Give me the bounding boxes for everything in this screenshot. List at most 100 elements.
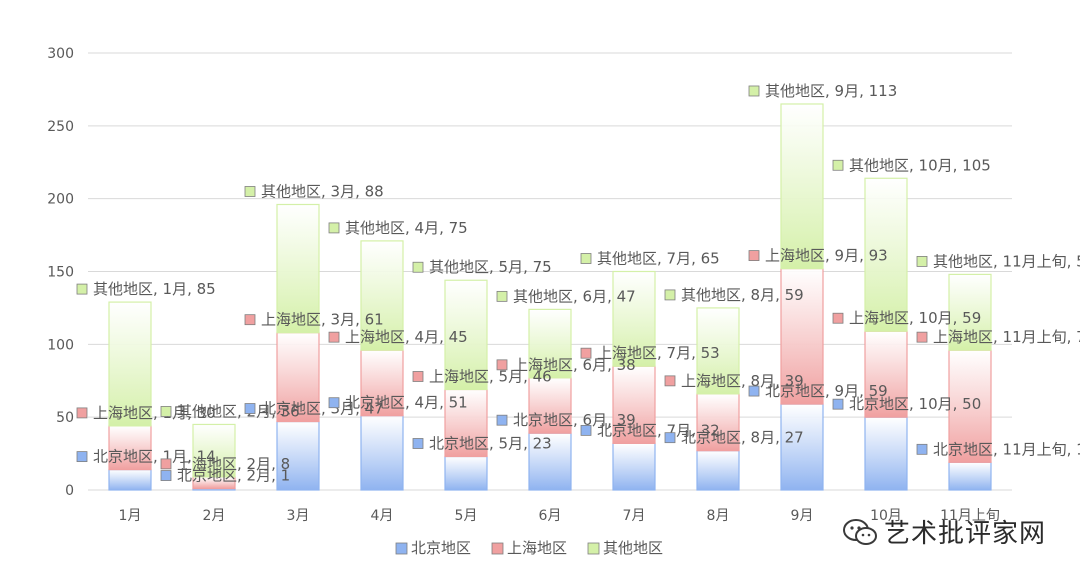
data-label: 其他地区, 1月, 85 (93, 280, 216, 298)
bar-segment (444, 455, 488, 491)
data-label-marker (160, 470, 172, 481)
x-tick-label: 4月 (371, 508, 394, 524)
y-tick-label: 250 (47, 119, 74, 135)
legend-label: 上海地区 (507, 539, 567, 557)
x-tick-label: 10月 (870, 508, 902, 524)
data-label-marker (160, 406, 172, 417)
data-label-marker (832, 398, 844, 410)
watermark: 艺术批评家网 (842, 513, 1046, 550)
data-label-marker (496, 359, 508, 371)
x-tick-label: 7月 (623, 508, 646, 524)
bar-segment (696, 393, 740, 452)
bar-segment (528, 432, 572, 491)
bar-segment (192, 423, 236, 478)
x-tick-label: 1月 (119, 508, 142, 524)
bar-segment (612, 270, 656, 367)
data-label: 其他地区, 2月, 36 (177, 402, 300, 420)
bar-segment (780, 267, 824, 405)
x-tick-label: 8月 (707, 508, 730, 524)
data-label: 北京地区, 1月, 14 (93, 448, 216, 466)
bar-segment (864, 416, 908, 491)
bar-segment (612, 442, 656, 491)
data-label: 北京地区, 5月, 23 (429, 434, 552, 452)
y-tick-label: 200 (47, 192, 74, 208)
data-label-marker (244, 314, 256, 326)
wechat-icon (842, 518, 877, 545)
data-label-marker (244, 403, 256, 414)
y-tick-label: 0 (65, 483, 74, 499)
data-label: 其他地区, 3月, 88 (261, 182, 384, 200)
data-label-marker (496, 290, 508, 302)
data-label-marker (664, 432, 676, 444)
data-label: 北京地区, 2月, 1 (177, 467, 290, 485)
data-label: 其他地区, 11月上旬, 52 (933, 252, 1080, 270)
data-label-marker (412, 438, 424, 449)
data-label-marker (76, 407, 88, 419)
data-label-marker (748, 85, 760, 97)
bar-segment (276, 203, 320, 334)
bar-segment (444, 279, 488, 391)
data-label: 上海地区, 7月, 53 (597, 344, 720, 362)
data-label-marker (76, 451, 88, 463)
bar-segment (612, 365, 656, 444)
data-label-marker (748, 385, 760, 397)
data-label-marker (328, 331, 340, 343)
data-label-marker (916, 443, 928, 455)
data-label-marker (160, 458, 172, 470)
data-label-marker (748, 250, 760, 261)
y-tick-label: 50 (56, 410, 74, 426)
bar-segment (528, 377, 572, 434)
data-label-marker (328, 397, 340, 409)
data-label: 其他地区, 4月, 75 (345, 219, 468, 237)
data-label-marker (412, 371, 424, 382)
data-label: 上海地区, 8月, 39 (681, 372, 804, 390)
data-label: 上海地区, 1月, 30 (93, 404, 216, 422)
bars (108, 103, 992, 491)
bar-segment (696, 450, 740, 491)
data-label: 上海地区, 4月, 45 (345, 328, 468, 346)
bar-segment (108, 469, 152, 491)
bar-segment (360, 349, 404, 417)
y-tick-label: 300 (47, 46, 74, 62)
bar-segment (360, 240, 404, 351)
data-label-marker (496, 414, 508, 426)
data-label: 其他地区, 7月, 65 (597, 250, 720, 268)
data-label: 其他地区, 5月, 75 (429, 258, 552, 276)
x-tick-label: 3月 (287, 508, 310, 524)
data-label: 北京地区, 7月, 32 (597, 421, 720, 439)
data-label-marker (580, 347, 592, 359)
data-label: 北京地区, 4月, 51 (345, 394, 468, 412)
data-label: 上海地区, 9月, 93 (765, 247, 888, 265)
bar-segment (528, 308, 572, 379)
data-label: 北京地区, 9月, 59 (765, 382, 888, 400)
data-label: 上海地区, 11月上旬, 77 (933, 328, 1080, 346)
data-label: 其他地区, 8月, 59 (681, 286, 804, 304)
x-tick-label: 2月 (203, 508, 226, 524)
y-tick-label: 150 (47, 265, 74, 281)
data-label-marker (328, 222, 340, 234)
data-label-marker (916, 331, 928, 343)
data-label-marker (664, 289, 676, 301)
legend-swatch (491, 542, 504, 555)
data-label-marker (832, 312, 844, 324)
legend-swatch (395, 542, 408, 555)
x-tick-label: 11月上旬 (940, 508, 1000, 524)
bar-segment (780, 103, 824, 270)
data-label: 其他地区, 9月, 113 (765, 82, 897, 100)
legend-label: 北京地区 (411, 539, 471, 557)
bar-segment (360, 415, 404, 491)
y-tick-label: 100 (47, 337, 74, 353)
data-label: 上海地区, 3月, 61 (261, 311, 384, 329)
bar-segment (948, 461, 992, 491)
data-label: 上海地区, 5月, 46 (429, 367, 552, 385)
x-tick-label: 5月 (455, 508, 478, 524)
data-label-marker (580, 424, 592, 436)
bar-segment (864, 177, 908, 332)
data-label-marker (76, 283, 88, 295)
bar-segment (276, 332, 320, 423)
data-label: 上海地区, 6月, 38 (513, 356, 636, 374)
data-label: 北京地区, 11月上旬, 19 (933, 440, 1080, 458)
bar-segment (108, 301, 152, 427)
data-labels: 北京地区, 1月, 14 上海地区, 1月, 30 其他地区, 1月, 85 北京地区… (76, 82, 1080, 485)
